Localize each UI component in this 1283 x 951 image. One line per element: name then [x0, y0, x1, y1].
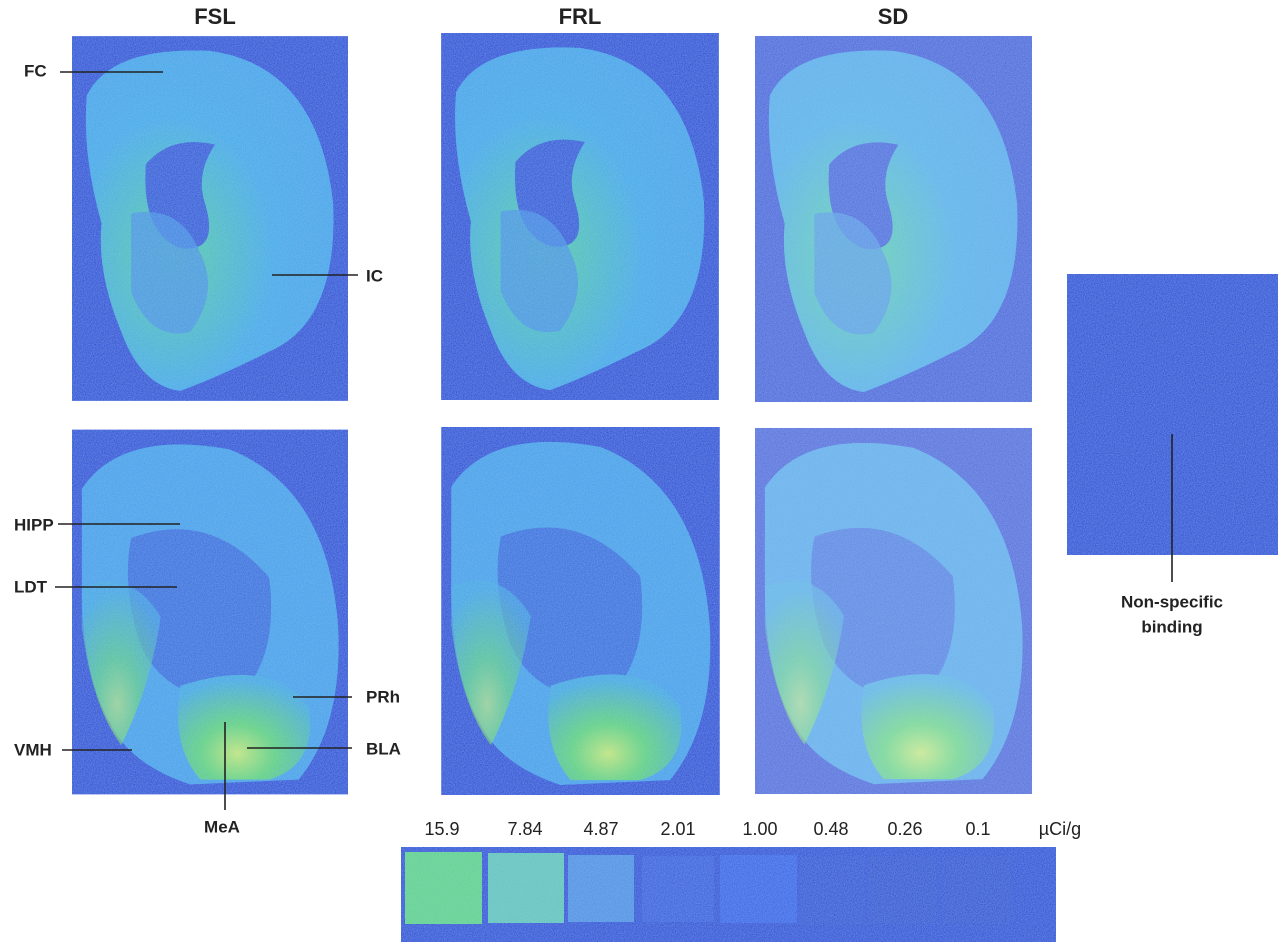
- sd-bottom: [755, 427, 1032, 795]
- column-headers: FSL FRL SD: [194, 4, 908, 29]
- label: FC: [24, 61, 47, 80]
- label: binding: [1141, 617, 1202, 636]
- standard: [800, 856, 865, 924]
- header: FSL: [194, 4, 236, 29]
- calibration-value: 0.26: [887, 819, 922, 839]
- label: IC: [366, 266, 383, 285]
- standard: [868, 856, 936, 924]
- label: BLA: [366, 739, 401, 758]
- sd-top: [755, 35, 1032, 403]
- standard: [568, 855, 634, 922]
- calibration-value: 2.01: [660, 819, 695, 839]
- calibration-value: 4.87: [583, 819, 618, 839]
- standard: [405, 852, 482, 924]
- header: FRL: [559, 4, 602, 29]
- label: PRh: [366, 687, 400, 706]
- calibration-value: 0.48: [813, 819, 848, 839]
- calibration-value: 0.1: [965, 819, 990, 839]
- calibration-value: 15.9: [424, 819, 459, 839]
- calibration-unit: µCi/g: [1039, 819, 1081, 839]
- autoradiographs: [72, 33, 1278, 942]
- standard: [942, 856, 1010, 924]
- header: SD: [878, 4, 909, 29]
- standard: [720, 855, 797, 923]
- label: HIPP: [14, 515, 54, 534]
- calibration-labels: 15.9 7.84 4.87 2.01 1.00 0.48 0.26 0.1 µ…: [424, 819, 1081, 839]
- annotations: FC IC HIPP LDT PRh VMH BLA MeA Non-speci…: [14, 61, 1223, 836]
- label: Non-specific: [1121, 592, 1223, 611]
- standard: [642, 856, 714, 922]
- calibration-value: 1.00: [742, 819, 777, 839]
- frl-bottom: [441, 427, 720, 795]
- fsl-top: [72, 36, 348, 401]
- label: VMH: [14, 740, 52, 759]
- label: LDT: [14, 577, 48, 596]
- frl-top: [441, 33, 719, 400]
- label: MeA: [204, 817, 240, 836]
- standard: [488, 853, 564, 923]
- fsl-bottom: [72, 429, 348, 795]
- calibration-value: 7.84: [507, 819, 542, 839]
